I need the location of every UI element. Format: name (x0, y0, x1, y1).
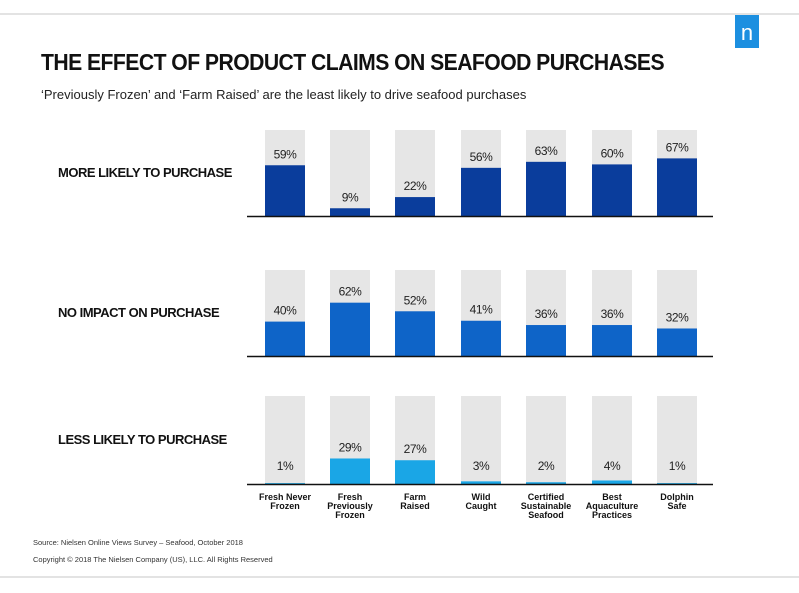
bar-no-impact-on-purchase-4 (526, 325, 566, 356)
value-label-no-impact-on-purchase-3: 41% (470, 303, 494, 317)
copyright-note: Copyright © 2018 The Nielsen Company (US… (33, 555, 273, 564)
top-divider (0, 13, 799, 15)
value-label-more-likely-to-purchase-6: 67% (666, 140, 690, 154)
bar-less-likely-to-purchase-1 (330, 458, 370, 484)
value-label-less-likely-to-purchase-6: 1% (669, 459, 686, 473)
chart-subtitle: ‘Previously Frozen’ and ‘Farm Raised’ ar… (41, 87, 527, 102)
category-label-1: Fresh Previously Frozen (327, 492, 373, 520)
chart-title: THE EFFECT OF PRODUCT CLAIMS ON SEAFOOD … (41, 49, 665, 75)
value-label-no-impact-on-purchase-1: 62% (339, 285, 363, 299)
value-label-less-likely-to-purchase-4: 2% (538, 459, 555, 473)
bar-less-likely-to-purchase-6 (657, 483, 697, 484)
bar-less-likely-to-purchase-0 (265, 483, 305, 484)
bar-background-more-likely-to-purchase-1 (330, 130, 370, 216)
value-label-more-likely-to-purchase-1: 9% (342, 190, 359, 204)
bar-background-less-likely-to-purchase-5 (592, 396, 632, 484)
value-label-no-impact-on-purchase-5: 36% (601, 307, 625, 321)
row-label-more-likely-to-purchase: MORE LIKELY TO PURCHASE (58, 165, 233, 180)
bar-more-likely-to-purchase-5 (592, 164, 632, 216)
row-label-less-likely-to-purchase: LESS LIKELY TO PURCHASE (58, 432, 228, 447)
bottom-divider (0, 576, 799, 578)
value-label-more-likely-to-purchase-3: 56% (470, 150, 494, 164)
bar-background-less-likely-to-purchase-0 (265, 396, 305, 484)
category-label-3: Wild Caught (466, 492, 497, 511)
row-label-no-impact-on-purchase: NO IMPACT ON PURCHASE (58, 305, 220, 320)
bar-less-likely-to-purchase-4 (526, 482, 566, 484)
nielsen-logo-icon: n (735, 15, 759, 48)
bar-more-likely-to-purchase-4 (526, 161, 566, 216)
value-label-no-impact-on-purchase-0: 40% (274, 304, 298, 318)
bar-background-less-likely-to-purchase-3 (461, 396, 501, 484)
bar-more-likely-to-purchase-6 (657, 158, 697, 216)
category-label-2: Farm Raised (400, 492, 430, 511)
bar-no-impact-on-purchase-6 (657, 328, 697, 356)
value-label-more-likely-to-purchase-0: 59% (274, 147, 298, 161)
bar-less-likely-to-purchase-2 (395, 460, 435, 484)
value-label-less-likely-to-purchase-2: 27% (404, 442, 428, 456)
value-label-no-impact-on-purchase-6: 32% (666, 310, 690, 324)
bar-less-likely-to-purchase-3 (461, 481, 501, 484)
category-label-6: Dolphin Safe (660, 492, 694, 511)
bar-no-impact-on-purchase-3 (461, 320, 501, 356)
value-label-less-likely-to-purchase-1: 29% (339, 440, 363, 454)
bar-no-impact-on-purchase-0 (265, 321, 305, 356)
value-label-no-impact-on-purchase-2: 52% (404, 293, 428, 307)
category-label-0: Fresh Never Frozen (259, 492, 312, 511)
category-label-5: Best Aquaculture Practices (586, 492, 639, 520)
value-label-no-impact-on-purchase-4: 36% (535, 307, 559, 321)
source-note: Source: Nielsen Online Views Survey – Se… (33, 538, 243, 547)
bar-no-impact-on-purchase-5 (592, 325, 632, 356)
bar-more-likely-to-purchase-2 (395, 197, 435, 216)
value-label-more-likely-to-purchase-5: 60% (601, 146, 625, 160)
value-label-less-likely-to-purchase-0: 1% (277, 459, 294, 473)
bar-more-likely-to-purchase-1 (330, 208, 370, 216)
bar-background-less-likely-to-purchase-6 (657, 396, 697, 484)
bar-less-likely-to-purchase-5 (592, 480, 632, 484)
category-label-4: Certified Sustainable Seafood (521, 492, 572, 520)
bar-no-impact-on-purchase-2 (395, 311, 435, 356)
value-label-less-likely-to-purchase-3: 3% (473, 459, 490, 473)
value-label-more-likely-to-purchase-4: 63% (535, 144, 559, 158)
bar-no-impact-on-purchase-1 (330, 302, 370, 356)
value-label-more-likely-to-purchase-2: 22% (404, 179, 428, 193)
bar-background-less-likely-to-purchase-4 (526, 396, 566, 484)
bar-more-likely-to-purchase-3 (461, 167, 501, 216)
bar-more-likely-to-purchase-0 (265, 165, 305, 216)
value-label-less-likely-to-purchase-5: 4% (604, 459, 621, 473)
